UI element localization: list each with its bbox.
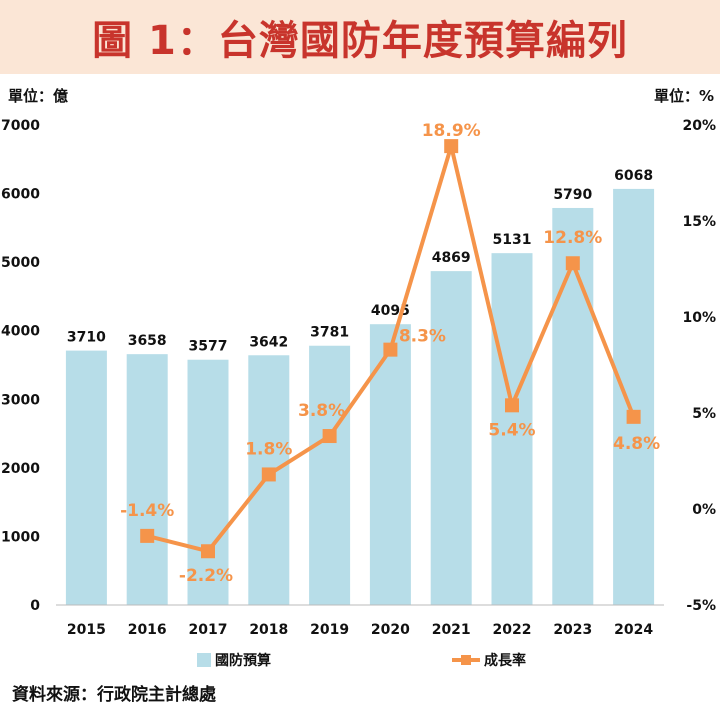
x-axis-tick-label: 2018 bbox=[249, 622, 288, 638]
bar-value-label: 6068 bbox=[614, 168, 653, 184]
left-axis-tick-label: 0 bbox=[30, 598, 40, 614]
bar-value-label: 3781 bbox=[310, 325, 349, 341]
bar-2019 bbox=[309, 345, 351, 605]
x-axis-tick-label: 2016 bbox=[128, 622, 167, 638]
bar-value-label: 5131 bbox=[493, 232, 532, 248]
x-axis-tick-label: 2021 bbox=[432, 622, 471, 638]
growth-rate-label: 12.8% bbox=[543, 228, 602, 248]
bar-2020 bbox=[369, 324, 411, 605]
right-axis-tick-label: 0% bbox=[692, 502, 716, 518]
right-axis-tick-label: -5% bbox=[686, 598, 716, 614]
legend-swatch-budget bbox=[197, 653, 211, 667]
left-axis-tick-label: 6000 bbox=[1, 187, 40, 203]
x-axis-tick-label: 2023 bbox=[553, 622, 592, 638]
left-axis-tick-label: 4000 bbox=[1, 324, 40, 340]
growth-rate-label: 5.4% bbox=[488, 420, 535, 440]
growth-rate-point-2020 bbox=[383, 342, 398, 357]
left-axis-tick-label: 2000 bbox=[1, 461, 40, 477]
growth-rate-point-2021 bbox=[444, 139, 459, 154]
left-axis-tick-label: 3000 bbox=[1, 392, 40, 408]
bar-2015 bbox=[65, 350, 107, 605]
bar-2016 bbox=[126, 354, 168, 605]
bar-value-label: 3577 bbox=[189, 339, 228, 355]
right-axis-tick-label: 5% bbox=[692, 406, 716, 422]
x-axis-tick-label: 2024 bbox=[614, 622, 653, 638]
left-axis-unit: 單位：億 bbox=[8, 87, 69, 105]
growth-rate-point-2016 bbox=[140, 528, 155, 543]
bar-2023 bbox=[552, 207, 594, 605]
growth-rate-label: 18.9% bbox=[422, 121, 481, 141]
growth-rate-point-2017 bbox=[201, 544, 215, 559]
legend-label-growth: 成長率 bbox=[484, 652, 526, 669]
right-axis-unit: 單位：% bbox=[653, 87, 714, 105]
growth-rate-label: 4.8% bbox=[613, 434, 660, 454]
x-axis-tick-label: 2015 bbox=[67, 622, 106, 638]
left-axis-tick-label: 7000 bbox=[1, 118, 40, 134]
growth-rate-point-2023 bbox=[565, 256, 580, 271]
growth-rate-label: 3.8% bbox=[298, 401, 345, 421]
bar-value-label: 3710 bbox=[67, 330, 106, 346]
bar-value-label: 4869 bbox=[432, 250, 471, 266]
growth-rate-point-2024 bbox=[626, 409, 641, 424]
bar-2022 bbox=[491, 253, 533, 605]
left-axis-tick-label: 5000 bbox=[1, 255, 40, 271]
x-axis-tick-label: 2022 bbox=[493, 622, 532, 638]
bar-value-label: 3658 bbox=[128, 333, 167, 349]
bar-2024 bbox=[613, 188, 655, 605]
growth-rate-label: 1.8% bbox=[245, 439, 292, 459]
growth-rate-label: -2.2% bbox=[179, 566, 233, 586]
growth-rate-label: -1.4% bbox=[120, 501, 174, 521]
bar-2021 bbox=[430, 271, 472, 605]
right-axis-tick-label: 15% bbox=[682, 214, 716, 230]
source-note: 資料來源：行政院主計總處 bbox=[12, 685, 216, 705]
legend-label-budget: 國防預算 bbox=[215, 652, 271, 669]
bar-value-label: 5790 bbox=[553, 187, 592, 203]
x-axis-tick-label: 2019 bbox=[310, 622, 349, 638]
title-band: 圖 1：台灣國防年度預算編列 bbox=[0, 0, 720, 74]
right-axis-tick-label: 20% bbox=[682, 118, 716, 134]
growth-rate-point-2022 bbox=[505, 398, 519, 413]
x-axis-tick-label: 2020 bbox=[371, 622, 410, 638]
bar-value-label: 3642 bbox=[249, 334, 288, 350]
chart-title: 圖 1：台灣國防年度預算編列 bbox=[92, 18, 628, 64]
right-axis-tick-label: 10% bbox=[682, 310, 716, 326]
growth-rate-point-2019 bbox=[322, 429, 337, 444]
x-axis-tick-label: 2017 bbox=[189, 622, 228, 638]
growth-rate-point-2018 bbox=[261, 467, 276, 482]
growth-rate-label: 8.3% bbox=[399, 327, 446, 347]
left-axis-tick-label: 1000 bbox=[1, 529, 40, 545]
legend-marker-growth bbox=[461, 655, 471, 665]
bar-2017 bbox=[187, 359, 229, 605]
